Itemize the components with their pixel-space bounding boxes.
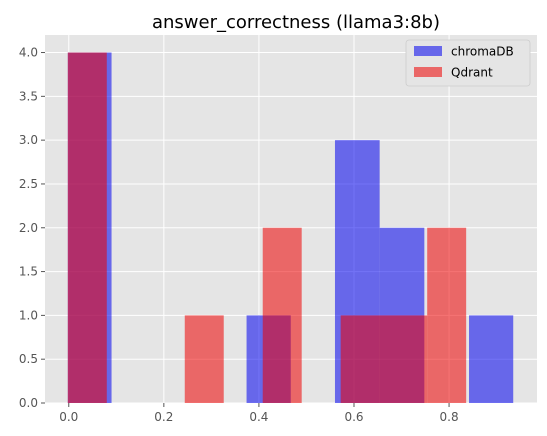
y-tick-label: 1.0: [19, 308, 38, 322]
bar-qdrant: [427, 227, 467, 403]
y-tick-label: 3.0: [19, 133, 38, 147]
x-tick-label: 0.4: [249, 410, 268, 424]
legend: chromaDB Qdrant: [405, 39, 531, 87]
legend-swatch-qdrant: [414, 67, 442, 77]
bar-chromadb: [469, 315, 514, 403]
histogram-bars: [67, 52, 514, 404]
y-axis: 0.0 0.5 1.0 1.5 2.0 2.5 3.0 3.5 4.0: [19, 46, 45, 410]
y-tick-label: 0.0: [19, 396, 38, 410]
bar-qdrant: [184, 315, 224, 403]
legend-label-qdrant: Qdrant: [451, 66, 493, 80]
chart-title: answer_correctness (llama3:8b): [152, 12, 440, 33]
x-tick-label: 0.2: [154, 410, 173, 424]
legend-label-chromadb: chromaDB: [451, 45, 514, 59]
y-tick-label: 4.0: [19, 46, 38, 60]
bar-qdrant: [67, 52, 107, 404]
y-tick-label: 1.5: [19, 265, 38, 279]
y-tick-label: 0.5: [19, 352, 38, 366]
bar-qdrant: [262, 227, 302, 403]
y-tick-label: 2.5: [19, 177, 38, 191]
y-tick-label: 3.5: [19, 89, 38, 103]
y-tick-label: 2.0: [19, 221, 38, 235]
bar-qdrant: [340, 315, 428, 403]
x-tick-label: 0.8: [440, 410, 459, 424]
legend-swatch-chromadb: [414, 46, 442, 56]
x-tick-label: 0.6: [344, 410, 363, 424]
x-axis: 0.0 0.2 0.4 0.6 0.8: [59, 403, 459, 424]
x-tick-label: 0.0: [59, 410, 78, 424]
